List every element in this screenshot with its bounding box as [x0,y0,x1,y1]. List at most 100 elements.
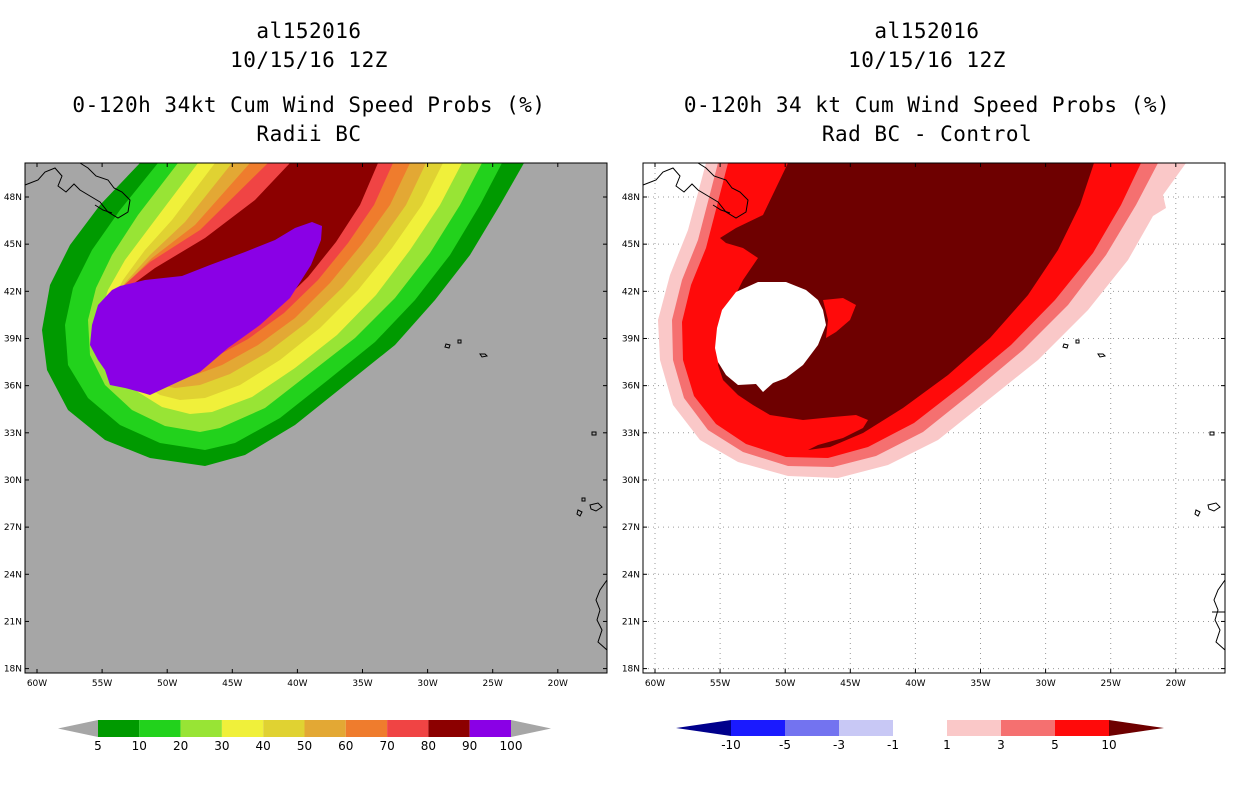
left-lon-labels: 60W 55W 50W 45W 40W 35W 30W 25W 20W [27,679,568,689]
lat-label: 39N [4,334,22,344]
right-product-title: 0-120h 34 kt Cum Wind Speed Probs (%) [683,93,1171,117]
lon-label: 45W [840,679,860,689]
lat-label: 33N [622,429,640,439]
colorbar-swatch [139,720,181,737]
colorbar-swatch [304,720,346,737]
colorbar-swatch [893,720,947,736]
colorbar-swatch [345,720,388,737]
colorbar-label: 100 [500,739,523,753]
colorbar-label: 60 [338,739,353,753]
right-lon-labels: 60W 55W 50W 45W 40W 35W 30W 25W 20W [645,679,1186,689]
colorbar-swatch [180,720,222,737]
left-map: 48N 45N 42N 39N 36N 33N 30N 27N 24N 21N 18N 60W 55W… [4,162,608,753]
colorbar-label: -1 [887,738,899,752]
right-storm-id: al152016 [874,19,980,43]
lon-label: 50W [775,679,795,689]
lon-label: 35W [970,679,990,689]
left-prob-band-90 [90,222,322,395]
lon-label: 60W [645,679,665,689]
right-lat-labels: 48N 45N 42N 39N 36N 33N 30N 27N 24N 21N 18N [622,193,640,675]
lon-label: 45W [222,679,242,689]
lon-label: 30W [417,679,437,689]
left-probability-field [42,163,524,466]
left-axis-ticks [25,163,607,673]
lat-label: 24N [622,570,640,580]
colorbar-label: 5 [1051,738,1059,752]
left-datetime: 10/15/16 12Z [230,48,388,72]
colorbar-swatch [98,720,140,737]
colorbar-label: -5 [779,738,791,752]
left-map-frame [24,162,608,674]
colorbar-label: 80 [421,739,436,753]
colorbar-swatch [387,720,429,737]
right-difference-field [658,163,1186,478]
left-coastlines [24,162,608,651]
lat-label: 42N [622,287,640,297]
colorbar-label: 50 [297,739,312,753]
right-diff-band-gt10 [718,163,1094,450]
colorbar-swatch [428,720,470,737]
lon-label: 35W [352,679,372,689]
colorbar-low-triangle [58,720,98,737]
colorbar-label: 1 [943,738,951,752]
colorbar-label: 10 [132,739,147,753]
colorbar-swatch [731,720,785,736]
lat-label: 30N [622,476,640,486]
colorbar-swatch [221,720,264,737]
lat-label: 27N [4,523,22,533]
lat-label: 45N [4,240,22,250]
right-panel-title: al152016 10/15/16 12Z 0-120h 34 kt Cum W… [618,17,1236,149]
left-lat-labels: 48N 45N 42N 39N 36N 33N 30N 27N 24N 21N 18N [4,193,22,675]
colorbar-label: 20 [173,739,188,753]
lat-label: 18N [622,665,640,675]
colorbar-swatch [839,720,893,736]
lat-label: 33N [4,429,22,439]
right-map-frame [642,162,1226,674]
lon-label: 40W [905,679,925,689]
colorbar-swatch [947,720,1001,736]
colorbar-label: 5 [94,739,102,753]
lon-label: 60W [27,679,47,689]
lon-label: 20W [548,679,568,689]
colorbar-label: -3 [833,738,845,752]
lat-label: 30N [4,476,22,486]
colorbar-label: 70 [379,739,394,753]
right-diff-band-neutral-notch [823,298,856,338]
colorbar-high-triangle [1109,720,1164,736]
left-storm-id: al152016 [256,19,362,43]
lon-label: 25W [1101,679,1121,689]
colorbar-label: 90 [462,739,477,753]
lon-label: 40W [287,679,307,689]
lat-label: 39N [622,334,640,344]
right-axis-ticks [643,163,1225,673]
left-product-title: 0-120h 34kt Cum Wind Speed Probs (%) [72,93,546,117]
lat-label: 42N [4,287,22,297]
colorbar-label: 30 [214,739,229,753]
colorbar-label: 3 [997,738,1005,752]
lon-label: 25W [483,679,503,689]
lat-label: 21N [4,617,22,627]
colorbar-swatch [469,720,511,737]
colorbar-label: -10 [721,738,741,752]
left-colorbar: 5 10 20 30 40 50 60 70 80 90 100 [58,720,551,753]
colorbar-high-triangle [511,720,551,737]
lon-label: 20W [1166,679,1186,689]
lon-label: 55W [710,679,730,689]
colorbar-label: 40 [256,739,271,753]
lat-label: 48N [622,193,640,203]
right-colorbar: -10 -5 -3 -1 1 3 5 10 [676,720,1164,752]
lon-label: 55W [92,679,112,689]
lat-label: 36N [4,382,22,392]
colorbar-swatch [1001,720,1055,736]
colorbar-swatch [1055,720,1109,736]
lat-label: 48N [4,193,22,203]
right-map: 48N 45N 42N 39N 36N 33N 30N 27N 24N 21N 18N 60W 55W… [622,162,1226,752]
lon-label: 50W [157,679,177,689]
left-product-subtitle: Radii BC [256,122,362,146]
lat-label: 18N [4,665,22,675]
right-coastlines [642,162,1226,651]
colorbar-swatch [785,720,839,736]
lat-label: 45N [622,240,640,250]
lon-label: 30W [1035,679,1055,689]
lat-label: 36N [622,382,640,392]
